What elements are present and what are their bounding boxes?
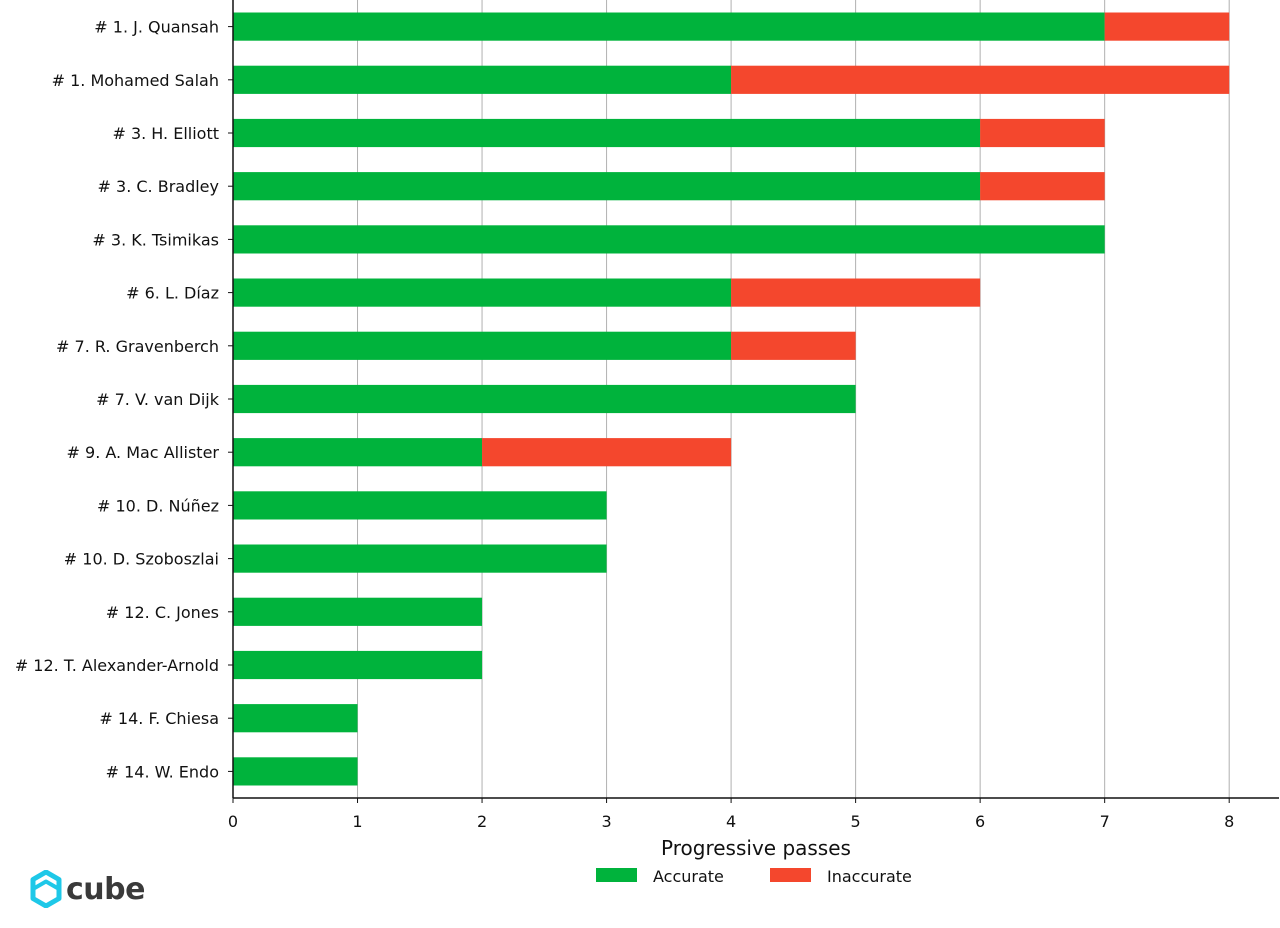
x-tick-label: 4: [726, 812, 736, 831]
category-label: # 10. D. Núñez: [97, 496, 219, 515]
bar-inaccurate: [731, 278, 981, 307]
bar-inaccurate: [980, 118, 1105, 148]
bar-accurate: [233, 650, 483, 680]
legend-swatch-inaccurate: [770, 868, 811, 882]
category-label: # 9. A. Mac Allister: [67, 443, 220, 462]
category-label: # 7. V. van Dijk: [96, 390, 220, 409]
x-tick-label: 7: [1100, 812, 1110, 831]
category-label: # 3. C. Bradley: [98, 177, 219, 196]
cube-logo-icon: [30, 870, 62, 908]
category-label: # 7. R. Gravenberch: [56, 337, 219, 356]
x-tick-label: 0: [228, 812, 238, 831]
legend-label-accurate: Accurate: [653, 867, 724, 886]
x-tick-label: 6: [975, 812, 985, 831]
legend-label-inaccurate: Inaccurate: [827, 867, 912, 886]
x-tick-label: 1: [352, 812, 362, 831]
bar-accurate: [233, 278, 732, 307]
bar-inaccurate: [731, 65, 1230, 94]
category-label: # 12. C. Jones: [106, 603, 219, 622]
bar-accurate: [233, 172, 981, 201]
legend-swatch-accurate: [596, 868, 637, 882]
category-label: # 10. D. Szoboszlai: [64, 550, 219, 569]
bar-inaccurate: [731, 331, 856, 360]
bar-accurate: [233, 65, 732, 94]
category-label: # 6. L. Díaz: [126, 284, 219, 303]
bar-accurate: [233, 597, 483, 626]
category-label: # 3. H. Elliott: [112, 124, 219, 143]
bar-accurate: [233, 118, 981, 148]
brand-logo: cube: [30, 870, 145, 908]
bar-accurate: [233, 12, 1105, 41]
legend: Accurate Inaccurate: [596, 867, 912, 886]
bar-accurate: [233, 384, 856, 414]
axes: [228, 0, 1279, 803]
x-axis-label: Progressive passes: [661, 836, 851, 860]
category-labels: # 1. J. Quansah # 1. Mohamed Salah # 3. H.…: [15, 18, 220, 782]
brand-name: cube: [66, 871, 145, 907]
x-tick-labels: 0 1 2 3 4 5 6 7 8: [228, 812, 1234, 831]
bar-inaccurate: [482, 438, 732, 467]
bar-accurate: [233, 544, 607, 573]
bar-accurate: [233, 757, 358, 786]
bar-inaccurate: [980, 172, 1105, 201]
category-label: # 12. T. Alexander-Arnold: [15, 656, 219, 675]
bar-accurate: [233, 491, 607, 520]
bar-accurate: [233, 704, 358, 733]
bar-inaccurate: [1104, 12, 1230, 41]
x-tick-label: 2: [477, 812, 487, 831]
bars: [233, 12, 1230, 786]
bar-accurate: [233, 438, 483, 467]
category-label: # 1. J. Quansah: [94, 18, 219, 37]
category-label: # 3. K. Tsimikas: [92, 230, 219, 249]
bar-accurate: [233, 225, 1105, 254]
x-tick-label: 3: [601, 812, 611, 831]
x-tick-label: 5: [851, 812, 861, 831]
category-label: # 14. W. Endo: [106, 762, 219, 781]
category-label: # 1. Mohamed Salah: [52, 71, 219, 90]
category-label: # 14. F. Chiesa: [99, 709, 219, 728]
bar-accurate: [233, 331, 732, 360]
x-tick-label: 8: [1224, 812, 1234, 831]
